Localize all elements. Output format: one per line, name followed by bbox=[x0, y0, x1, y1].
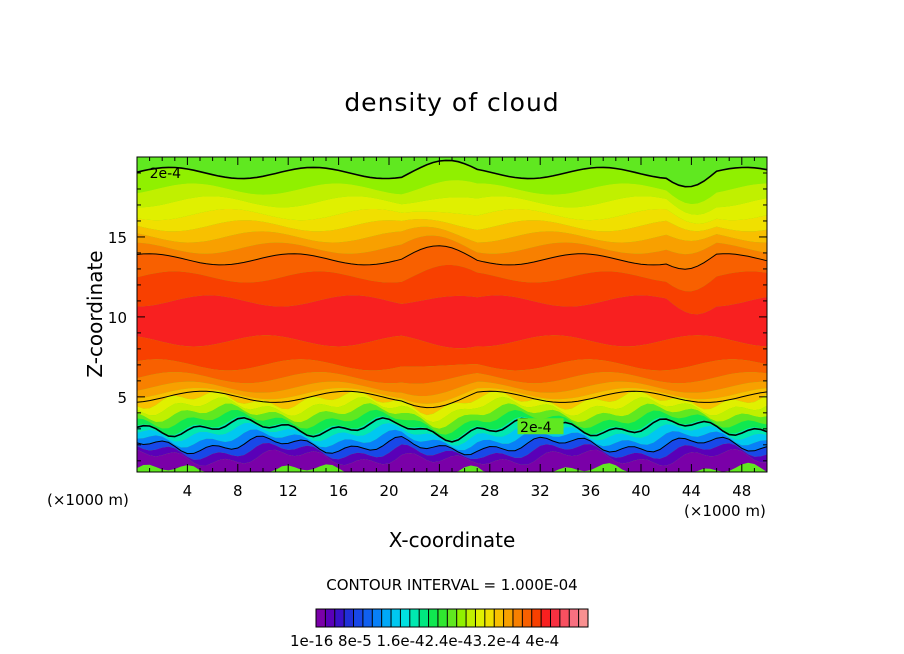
x-tick-label: 20 bbox=[379, 482, 398, 500]
x-tick-label: 48 bbox=[732, 482, 751, 500]
band-level-21 bbox=[137, 235, 767, 270]
colorbar-swatch bbox=[541, 609, 551, 627]
colorbar-swatch bbox=[550, 609, 561, 627]
band-level-0 bbox=[137, 449, 767, 472]
colorbar-swatch bbox=[409, 609, 420, 627]
band-level-24 bbox=[137, 295, 767, 349]
x-tick-label: 44 bbox=[682, 482, 701, 500]
colorbar-frame bbox=[315, 608, 589, 628]
colorbar-swatch bbox=[419, 609, 429, 627]
colorbar-swatch bbox=[578, 609, 589, 627]
band-level-8 bbox=[137, 422, 767, 451]
colorbar-swatch bbox=[344, 609, 354, 627]
contour-line bbox=[136, 416, 768, 443]
x-tick-label: 12 bbox=[279, 482, 298, 500]
colorbar-swatch bbox=[400, 609, 411, 627]
band-level-14 bbox=[137, 157, 767, 187]
chart-title: density of cloud bbox=[344, 88, 560, 117]
colorbar-swatch bbox=[334, 609, 345, 627]
contour-line bbox=[136, 245, 768, 270]
band-level-21 bbox=[137, 372, 767, 397]
band-level-16 bbox=[137, 396, 767, 429]
colorbar-labels: 1e-16 8e-5 1.6e-42.4e-43.2e-4 4e-4 bbox=[290, 632, 560, 650]
colorbar-swatch bbox=[531, 609, 542, 627]
x-unit-left: (×1000 m) bbox=[47, 491, 129, 509]
y-tick-label: 10 bbox=[108, 309, 127, 327]
band-level-17 bbox=[137, 390, 767, 423]
band-level-23 bbox=[137, 335, 767, 371]
colorbar-swatch bbox=[569, 609, 579, 627]
x-tick-label: 28 bbox=[480, 482, 499, 500]
colorbar-swatch bbox=[353, 609, 364, 627]
colorbar-swatch bbox=[437, 609, 448, 627]
y-tick-label: 15 bbox=[108, 229, 127, 247]
colorbar-swatch bbox=[381, 609, 392, 627]
band-level-18 bbox=[137, 209, 767, 232]
contour-label-bg bbox=[517, 418, 564, 435]
colorbar-swatch bbox=[522, 609, 533, 627]
band-level-20 bbox=[137, 226, 767, 255]
colorbar-swatch bbox=[372, 609, 382, 627]
band-level-16 bbox=[137, 180, 767, 215]
band-level-23 bbox=[137, 265, 767, 315]
x-tick-label: 8 bbox=[233, 482, 243, 500]
colorbar-swatch bbox=[475, 609, 486, 627]
y-tick-label: 5 bbox=[117, 389, 127, 407]
x-tick-label: 24 bbox=[430, 482, 449, 500]
x-axis-label: X-coordinate bbox=[388, 528, 516, 552]
plot-area bbox=[137, 157, 767, 472]
band-level-6 bbox=[137, 429, 767, 455]
colorbar-swatch bbox=[447, 609, 457, 627]
band-level-17 bbox=[137, 196, 767, 224]
x-unit-right: (×1000 m) bbox=[684, 502, 766, 520]
band-level-14 bbox=[137, 403, 767, 435]
colorbar bbox=[315, 608, 589, 628]
colorbar-swatch bbox=[391, 609, 401, 627]
colorbar-swatch bbox=[466, 609, 476, 627]
band-level-4 bbox=[137, 436, 767, 460]
colorbar-swatch bbox=[456, 609, 467, 627]
colorbar-swatch bbox=[362, 609, 373, 627]
band-level-1 bbox=[137, 443, 767, 466]
colorbar-swatch bbox=[484, 609, 495, 627]
colorbar-swatch bbox=[428, 609, 439, 627]
x-tick-label: 40 bbox=[631, 482, 650, 500]
contour-interval-text: CONTOUR INTERVAL = 1.000E-04 bbox=[326, 576, 578, 594]
band-level-12 bbox=[137, 409, 767, 441]
band-level-15 bbox=[137, 160, 767, 204]
colorbar-swatch bbox=[512, 609, 523, 627]
colorbar-swatch bbox=[503, 609, 514, 627]
colorbar-swatch bbox=[494, 609, 504, 627]
colorbar-swatch bbox=[316, 609, 326, 627]
contour-line bbox=[136, 435, 768, 456]
x-tick-label: 36 bbox=[581, 482, 600, 500]
colorbar-swatch bbox=[559, 609, 570, 627]
contour-label: 2e-4 bbox=[150, 166, 182, 182]
band-level-20 bbox=[137, 381, 767, 404]
x-tick-label: 16 bbox=[329, 482, 348, 500]
contour-lines: 2e-4 2e-4 bbox=[136, 159, 768, 456]
band-level-19 bbox=[137, 388, 767, 416]
colorbar-swatch bbox=[325, 609, 336, 627]
contour-line bbox=[136, 390, 768, 409]
band-level-22 bbox=[137, 359, 767, 384]
band-level-19 bbox=[137, 219, 767, 243]
x-tick-label: 4 bbox=[183, 482, 193, 500]
contour-label: 2e-4 bbox=[520, 420, 552, 436]
band-level-22 bbox=[137, 245, 767, 292]
x-tick-label: 32 bbox=[531, 482, 550, 500]
